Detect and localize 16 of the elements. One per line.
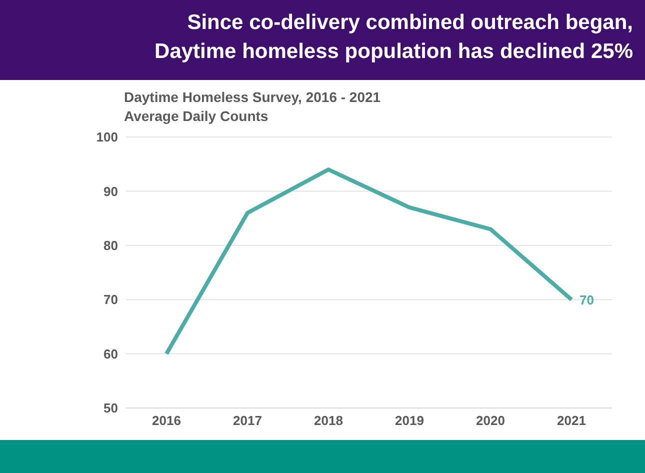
x-tick-label: 2019 (395, 413, 424, 428)
chart-subtitle: Daytime Homeless Survey, 2016 - 2021 Average Daily Counts (124, 88, 381, 126)
x-tick-label: 2018 (314, 413, 343, 428)
x-tick-label: 2020 (476, 413, 505, 428)
chart-title: Since co-delivery combined outreach began, Daytime homeless population has declined 25% (154, 10, 633, 65)
y-tick-label: 70 (104, 292, 118, 308)
y-tick-label: 80 (104, 238, 118, 254)
x-tick-label: 2021 (557, 413, 586, 428)
data-label: 70 (580, 292, 594, 308)
y-tick-label: 90 (104, 184, 118, 199)
y-tick-label: 100 (96, 130, 118, 145)
line-series (164, 168, 574, 356)
y-tick-label: 50 (104, 400, 118, 416)
y-tick-label: 60 (104, 346, 118, 362)
x-tick-label: 2017 (233, 413, 262, 428)
x-tick-label: 2016 (152, 413, 181, 428)
